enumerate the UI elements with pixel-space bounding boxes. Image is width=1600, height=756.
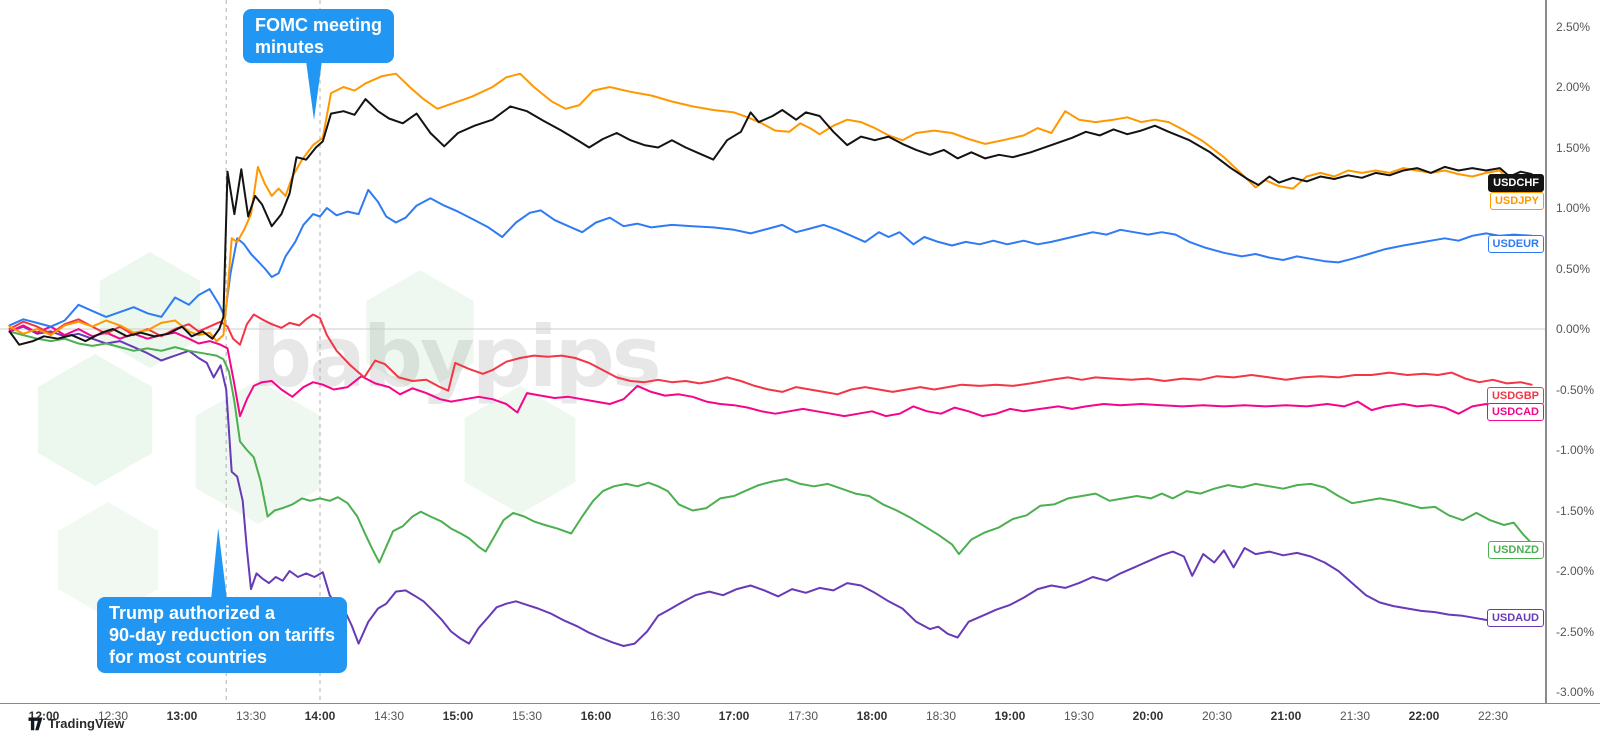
y-tick-label: -3.00%	[1556, 685, 1595, 699]
trump-annotation-line3: for most countries	[109, 647, 268, 667]
trump-annotation-line1: Trump authorized a	[109, 603, 276, 623]
x-tick-label: 13:00	[166, 709, 198, 723]
series-usdaud-line	[8, 325, 1533, 647]
x-tick-label: 21:00	[1270, 709, 1302, 723]
price-axis-line	[1545, 0, 1547, 703]
series-usdgbp-line	[8, 313, 1533, 396]
x-tick-label: 16:00	[580, 709, 612, 723]
x-tick-label: 17:30	[787, 709, 819, 723]
fomc-annotation-line2: minutes	[255, 37, 325, 57]
y-tick-label: -2.50%	[1556, 624, 1595, 639]
babypips-cube-icon	[366, 270, 474, 394]
series-usdeur-line	[8, 188, 1533, 328]
price-label-usdgbp: USDGBP	[1486, 386, 1544, 405]
babypips-cube-icon	[37, 354, 153, 486]
trump-annotation-line2: 90-day reduction on tariffs	[109, 625, 336, 645]
series-usdjpy-line	[8, 72, 1533, 343]
x-tick-label: 12:30	[97, 709, 129, 723]
babypips-cube-icon	[99, 252, 201, 368]
trump-annotation[interactable]: Trump authorized a 90-day reduction on t…	[97, 597, 348, 673]
fomc-annotation-line1: FOMC meeting	[255, 15, 383, 35]
time-axis-line	[0, 703, 1600, 704]
x-tick-label: 19:30	[1063, 709, 1095, 723]
price-label-usdchf: USDCHF	[1488, 173, 1544, 192]
y-tick-label: -0.50%	[1556, 382, 1595, 397]
x-tick-label: 14:30	[373, 709, 405, 723]
x-tick-label: 18:30	[925, 709, 957, 723]
series-usdnzd-line	[8, 330, 1533, 564]
series-usdchf-line	[8, 98, 1533, 346]
babypips-cube-icon	[195, 380, 321, 524]
series-usdcad-line	[8, 324, 1533, 418]
price-label-usdjpy: USDJPY	[1489, 191, 1544, 210]
tradingview-logo-icon	[28, 717, 43, 730]
babypips-cube-icon	[57, 502, 159, 618]
fomc-annotation[interactable]: FOMC meeting minutes	[243, 9, 395, 63]
babypips-watermark: babypips	[252, 308, 662, 406]
x-tick-label: 15:00	[442, 709, 474, 723]
x-tick-label: 21:30	[1339, 709, 1371, 723]
price-label-usdaud: USDAUD	[1486, 609, 1544, 628]
x-tick-label: 20:00	[1132, 709, 1164, 723]
y-tick-label: 2.50%	[1556, 19, 1591, 34]
tradingview-name: TradingView	[48, 716, 125, 731]
y-tick-label: 1.50%	[1556, 140, 1591, 155]
x-tick-label: 19:00	[994, 709, 1026, 723]
x-tick-label: 17:00	[718, 709, 750, 723]
y-tick-label: 1.00%	[1556, 201, 1591, 215]
x-tick-label: 13:30	[235, 709, 267, 723]
x-tick-label: 22:30	[1477, 709, 1509, 723]
babypips-cube-icon	[464, 386, 576, 514]
y-tick-label: 0.00%	[1556, 322, 1591, 336]
x-tick-label: 16:30	[649, 709, 681, 723]
y-tick-label: 2.00%	[1556, 80, 1591, 94]
y-tick-label: -2.00%	[1556, 564, 1595, 578]
x-tick-label: 18:00	[856, 709, 888, 723]
x-tick-label: 20:30	[1201, 709, 1233, 723]
y-tick-label: -1.50%	[1556, 503, 1595, 518]
price-label-usdnzd: USDNZD	[1488, 541, 1544, 560]
price-label-usdeur: USDEUR	[1487, 235, 1544, 254]
y-tick-label: 0.50%	[1556, 261, 1591, 276]
x-tick-label: 22:00	[1408, 709, 1440, 723]
price-label-usdcad: USDCAD	[1486, 403, 1544, 422]
tradingview-attribution[interactable]: TradingView	[28, 716, 124, 731]
y-tick-label: -1.00%	[1556, 443, 1595, 457]
x-tick-label: 15:30	[511, 709, 543, 723]
x-tick-label: 14:00	[304, 709, 336, 723]
